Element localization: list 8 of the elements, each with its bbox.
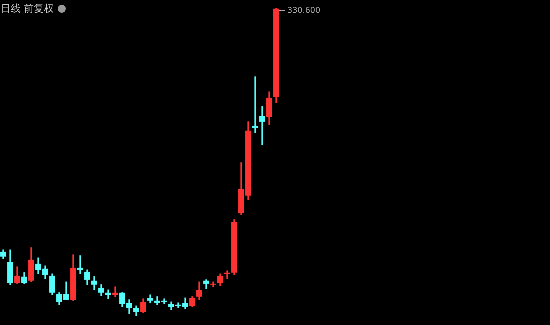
candlestick bbox=[260, 106, 266, 146]
candlestick bbox=[210, 282, 216, 288]
text: 330.600 bbox=[288, 6, 321, 16]
candlestick bbox=[112, 286, 118, 298]
candlestick bbox=[252, 76, 258, 134]
candlestick bbox=[106, 290, 112, 300]
candlestick bbox=[78, 256, 84, 274]
chart-title: 日线 前复权 bbox=[1, 2, 54, 16]
